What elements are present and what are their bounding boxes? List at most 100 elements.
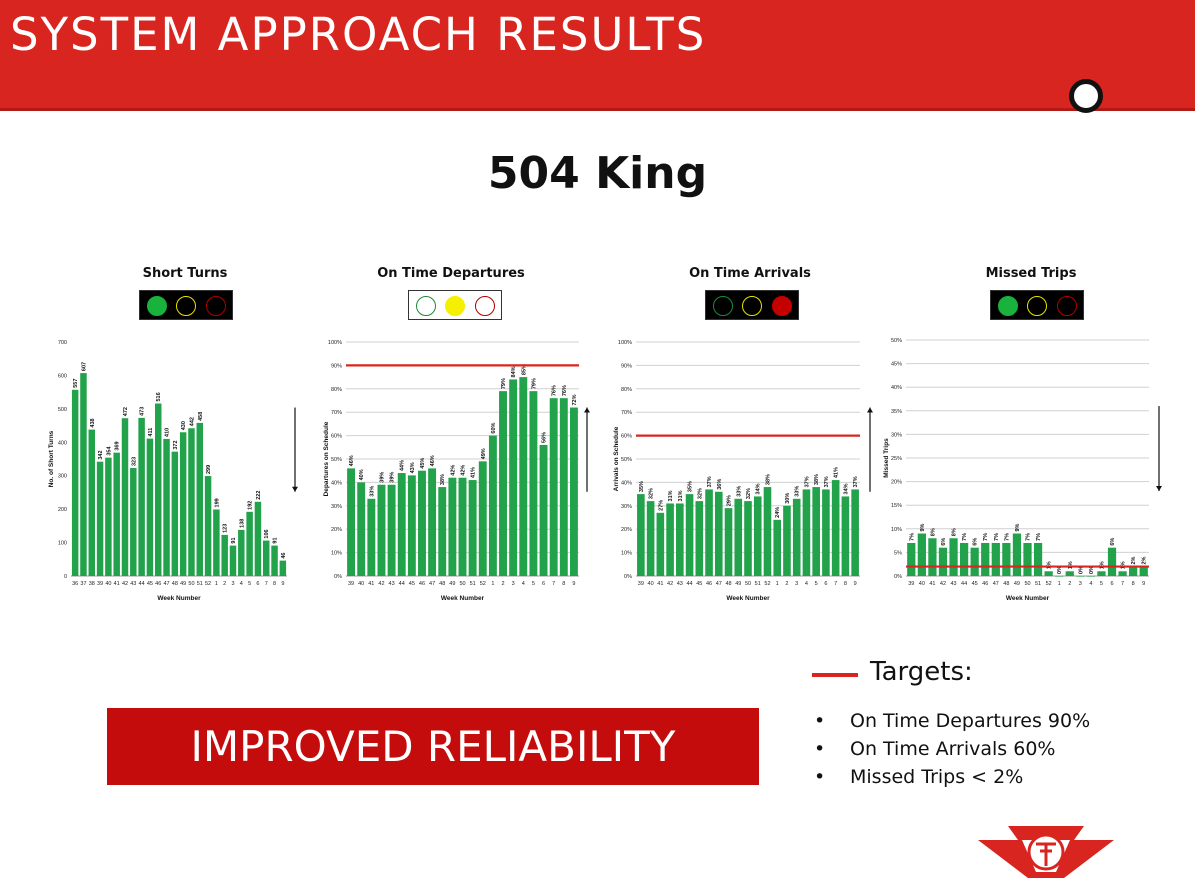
yellow-lamp-icon — [1027, 296, 1047, 316]
data-label: 138 — [239, 519, 245, 528]
y-tick-label: 20% — [331, 527, 342, 533]
y-axis-label: Arrivals on Schedule — [613, 426, 620, 491]
data-label: 8% — [952, 528, 958, 536]
y-tick-label: 100% — [328, 340, 342, 346]
x-tick-label: 43 — [130, 581, 136, 587]
bar — [418, 470, 426, 576]
bar — [1023, 542, 1032, 576]
y-tick-label: 30% — [891, 432, 902, 438]
target-line-swatch — [812, 673, 858, 677]
traffic-light-icon — [139, 290, 233, 320]
x-tick-label: 8 — [844, 581, 847, 587]
bar — [676, 503, 684, 576]
data-label: 32% — [697, 488, 703, 499]
y-tick-label: 15% — [891, 503, 902, 509]
data-label: 410 — [165, 428, 171, 437]
bar — [734, 498, 743, 576]
x-tick-label: 51 — [755, 581, 761, 587]
y-tick-label: 700 — [58, 340, 67, 346]
y-tick-label: 400 — [58, 440, 67, 446]
traffic-light-icon — [705, 290, 799, 320]
data-label: 7% — [1036, 533, 1042, 541]
bar — [1118, 571, 1127, 576]
x-tick-label: 43 — [389, 581, 395, 587]
x-tick-label: 46 — [155, 581, 161, 587]
bar — [841, 496, 850, 576]
x-tick-label: 44 — [139, 581, 145, 587]
header-bar: SYSTEM APPROACH RESULTS — [0, 0, 1195, 113]
bar — [458, 477, 467, 576]
red-lamp-icon — [206, 296, 226, 316]
data-label: 323 — [131, 457, 137, 466]
bar — [213, 509, 220, 576]
data-label: 458 — [198, 412, 204, 421]
x-tick-label: 49 — [1014, 581, 1020, 587]
bar — [428, 468, 437, 576]
improved-reliability-banner: IMPROVED RELIABILITY — [107, 708, 759, 785]
bar — [714, 491, 723, 576]
x-tick-label: 39 — [908, 581, 914, 587]
data-label: 222 — [256, 491, 262, 500]
x-tick-label: 52 — [480, 581, 486, 587]
x-tick-label: 40 — [648, 581, 654, 587]
data-label: 46% — [430, 455, 436, 466]
data-label: 0% — [1078, 566, 1084, 574]
route-title: 504 King — [487, 148, 708, 199]
data-label: 37% — [824, 476, 830, 487]
x-tick-label: 8 — [273, 581, 276, 587]
y-tick-label: 25% — [891, 456, 902, 462]
data-label: 41% — [834, 467, 840, 478]
x-tick-label: 48 — [439, 581, 445, 587]
bar — [1012, 533, 1022, 576]
y-tick-label: 45% — [891, 362, 902, 368]
data-label: 31% — [668, 490, 674, 501]
bar — [981, 542, 990, 576]
green-lamp-icon — [998, 296, 1018, 316]
x-tick-label: 8 — [562, 581, 565, 587]
x-tick-label: 52 — [764, 581, 770, 587]
panel-on-time-departures: On Time Departures 0% 10% 20% 30% 40% 50% 60% 7… — [321, 262, 590, 612]
yellow-lamp-icon — [742, 296, 762, 316]
bar — [753, 496, 762, 576]
y-tick-label: 10% — [891, 527, 902, 533]
x-tick-label: 2 — [1068, 581, 1071, 587]
x-tick-label: 41 — [368, 581, 374, 587]
x-tick-label: 4 — [805, 581, 808, 587]
x-tick-label: 36 — [72, 581, 78, 587]
data-label: 6% — [941, 538, 947, 546]
traffic-light-icon — [990, 290, 1084, 320]
bar — [1044, 571, 1053, 576]
panel-on-time-arrivals: On Time Arrivals 0% 10% 20% 30% 40% 50% 60% 70%… — [613, 262, 880, 612]
data-label: 42% — [461, 465, 467, 476]
red-lamp-icon — [1057, 296, 1077, 316]
data-label: 1% — [1068, 561, 1074, 569]
x-tick-label: 50 — [745, 581, 751, 587]
bar — [949, 538, 958, 576]
data-label: 199 — [214, 498, 220, 507]
bar — [179, 432, 187, 576]
data-label: 24% — [775, 507, 781, 518]
x-axis-label: Week Number — [157, 595, 201, 602]
data-label: 7% — [994, 533, 1000, 541]
data-label: 39% — [390, 472, 396, 483]
x-tick-label: 52 — [205, 581, 211, 587]
x-tick-label: 47 — [993, 581, 999, 587]
y-tick-label: 50% — [891, 338, 902, 344]
bar — [991, 542, 1000, 576]
y-tick-label: 300 — [58, 474, 67, 480]
data-label: 36% — [717, 479, 723, 490]
traffic-light-icon — [408, 290, 502, 320]
data-label: 91 — [231, 537, 237, 543]
target-item: On Time Arrivals 60% — [812, 735, 1090, 763]
green-lamp-icon — [147, 296, 167, 316]
bar — [569, 407, 578, 576]
x-tick-label: 1 — [491, 581, 494, 587]
bar — [1002, 542, 1011, 576]
x-tick-label: 45 — [696, 581, 702, 587]
bar — [105, 457, 112, 576]
data-label: 46 — [281, 552, 287, 558]
bar — [1129, 566, 1138, 576]
y-axis-label: Departures on Schedule — [323, 421, 330, 496]
bar — [80, 373, 87, 576]
x-tick-label: 39 — [348, 581, 354, 587]
